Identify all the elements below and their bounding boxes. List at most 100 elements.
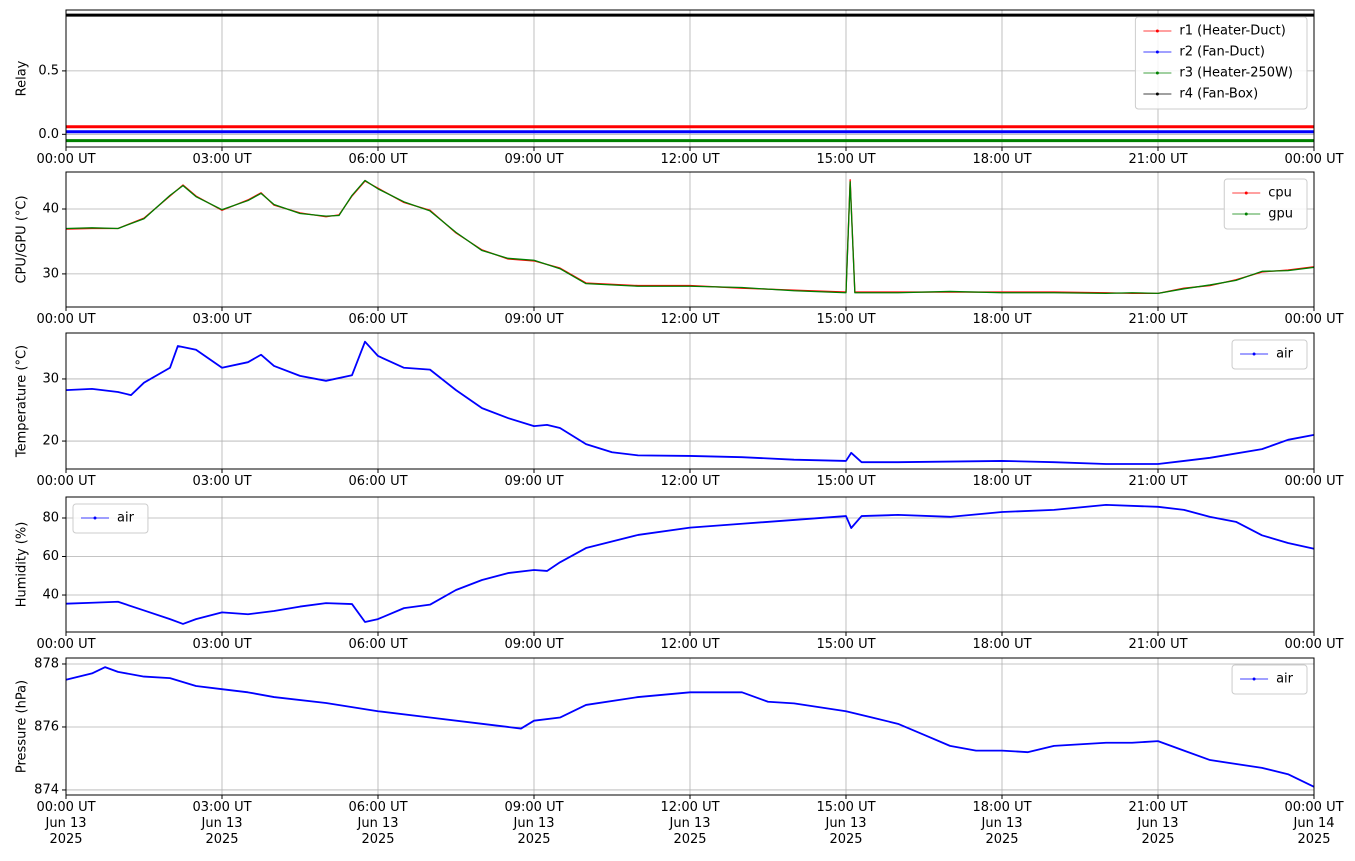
legend-label: r3 (Heater-250W): [1179, 66, 1293, 81]
panel: 874 876 878 Pressure (hPa): [15, 656, 1315, 799]
data-line: [65, 666, 1315, 788]
y-tick-label: 20: [42, 434, 59, 449]
y-tick-label: 876: [34, 719, 59, 734]
x-tick-label: 12:00 UT: [660, 474, 720, 489]
legend-label: cpu: [1268, 186, 1292, 201]
y-tick-label: 874: [34, 782, 59, 797]
x-tick-label: 00:00 UT Jun 14 2025: [1284, 800, 1344, 847]
legend: r1 (Heater-Duct) r2 (Fan-Duct) r3 (Heater-…: [1134, 16, 1308, 110]
x-tick-label: 18:00 UT: [972, 312, 1032, 327]
legend-label: r4 (Fan-Box): [1179, 87, 1258, 102]
plot-frame: [65, 332, 1315, 470]
y-axis-label: CPU/GPU (°C): [15, 195, 30, 283]
x-tick-label: 09:00 UT: [504, 152, 564, 167]
legend-label: gpu: [1268, 207, 1293, 222]
x-tick-label: 00:00 UT Jun 13 2025: [36, 800, 96, 847]
y-tick-label: 0.5: [38, 63, 59, 78]
legend-label: air: [1276, 347, 1294, 362]
x-tick-label: 12:00 UT: [660, 312, 720, 327]
x-tick-label: 00:00 UT: [36, 152, 96, 167]
legend-box: [1231, 339, 1308, 370]
x-tick-label: 06:00 UT: [348, 312, 408, 327]
x-tick-label: 18:00 UT: [972, 474, 1032, 489]
x-tick-label: 06:00 UT: [348, 152, 408, 167]
data-line: [65, 179, 1315, 295]
x-tick-label: 09:00 UT: [504, 474, 564, 489]
x-tick-label: 09:00 UT: [504, 637, 564, 652]
plot-frame: [65, 657, 1315, 796]
legend: air: [72, 503, 149, 534]
legend-label: r1 (Heater-Duct): [1179, 24, 1285, 39]
x-tick-label: 15:00 UT: [816, 637, 876, 652]
legend-marker: [1252, 352, 1256, 356]
x-tick-label: 21:00 UT Jun 13 2025: [1128, 800, 1188, 847]
x-tick-label: 09:00 UT Jun 13 2025: [504, 800, 564, 847]
x-tick-label: 06:00 UT: [348, 474, 408, 489]
x-tick-label: 12:00 UT: [660, 152, 720, 167]
legend: cpu gpu: [1223, 178, 1308, 230]
x-tick-label: 21:00 UT: [1128, 312, 1188, 327]
plot-frame: [65, 496, 1315, 633]
x-tick-label: 00:00 UT: [36, 312, 96, 327]
x-tick-label: 15:00 UT: [816, 474, 876, 489]
x-tick-label: 12:00 UT: [660, 637, 720, 652]
x-tick-label: 21:00 UT: [1128, 474, 1188, 489]
plot-frame: [65, 171, 1315, 308]
legend-marker: [1244, 212, 1248, 216]
legend-label: r2 (Fan-Duct): [1179, 45, 1265, 60]
legend-marker: [93, 516, 97, 520]
x-tick-label: 18:00 UT: [972, 637, 1032, 652]
y-axis-label: Temperature (°C): [15, 345, 30, 458]
data-line: [65, 503, 1315, 625]
x-tick-label: 00:00 UT: [1284, 152, 1344, 167]
legend-marker: [1252, 677, 1256, 681]
x-tick-label: 00:00 UT: [36, 474, 96, 489]
plot-frame: [65, 9, 1315, 148]
panel: 30 40 CPU/GPU (°C): [15, 171, 1315, 311]
y-axis-label: Relay: [15, 60, 30, 96]
x-tick-label: 03:00 UT: [192, 474, 252, 489]
legend-marker: [1155, 50, 1159, 54]
x-tick-label: 00:00 UT: [1284, 312, 1344, 327]
legend: air: [1231, 664, 1308, 695]
y-tick-label: 40: [42, 201, 59, 216]
x-tick-label: 00:00 UT: [1284, 637, 1344, 652]
legend-box: [72, 503, 149, 534]
y-tick-label: 60: [42, 549, 59, 564]
panel: 0.0 0.5 Relay: [15, 9, 1315, 151]
panel: 20 30 Temperature (°C): [15, 332, 1315, 473]
legend-marker: [1244, 191, 1248, 195]
x-tick-label: 03:00 UT: [192, 637, 252, 652]
panel: 40 60 80 Humidity (%): [15, 496, 1315, 636]
y-tick-label: 878: [34, 656, 59, 671]
legend-box: [1223, 178, 1308, 230]
x-tick-label: 03:00 UT Jun 13 2025: [192, 800, 252, 847]
legend-label: air: [1276, 672, 1294, 687]
legend-label: air: [117, 511, 135, 526]
x-tick-label: 00:00 UT: [1284, 474, 1344, 489]
x-tick-label: 15:00 UT: [816, 312, 876, 327]
x-tick-label: 21:00 UT: [1128, 152, 1188, 167]
y-tick-label: 0.0: [38, 127, 59, 142]
x-tick-label: 09:00 UT: [504, 312, 564, 327]
y-axis-label: Humidity (%): [15, 522, 30, 608]
x-tick-label: 21:00 UT: [1128, 637, 1188, 652]
legend-marker: [1155, 71, 1159, 75]
data-line: [65, 340, 1315, 465]
legend: air: [1231, 339, 1308, 370]
x-tick-label: 06:00 UT: [348, 637, 408, 652]
legend-marker: [1155, 92, 1159, 96]
x-tick-label: 00:00 UT: [36, 637, 96, 652]
y-tick-label: 40: [42, 588, 59, 603]
legend-box: [1134, 16, 1308, 110]
x-tick-label: 03:00 UT: [192, 312, 252, 327]
legend-box: [1231, 664, 1308, 695]
x-tick-label: 15:00 UT: [816, 152, 876, 167]
y-tick-label: 80: [42, 510, 59, 525]
x-tick-label: 18:00 UT Jun 13 2025: [972, 800, 1032, 847]
y-tick-label: 30: [42, 266, 59, 281]
x-tick-label: 12:00 UT Jun 13 2025: [660, 800, 720, 847]
x-tick-label: 18:00 UT: [972, 152, 1032, 167]
y-tick-label: 30: [42, 371, 59, 386]
